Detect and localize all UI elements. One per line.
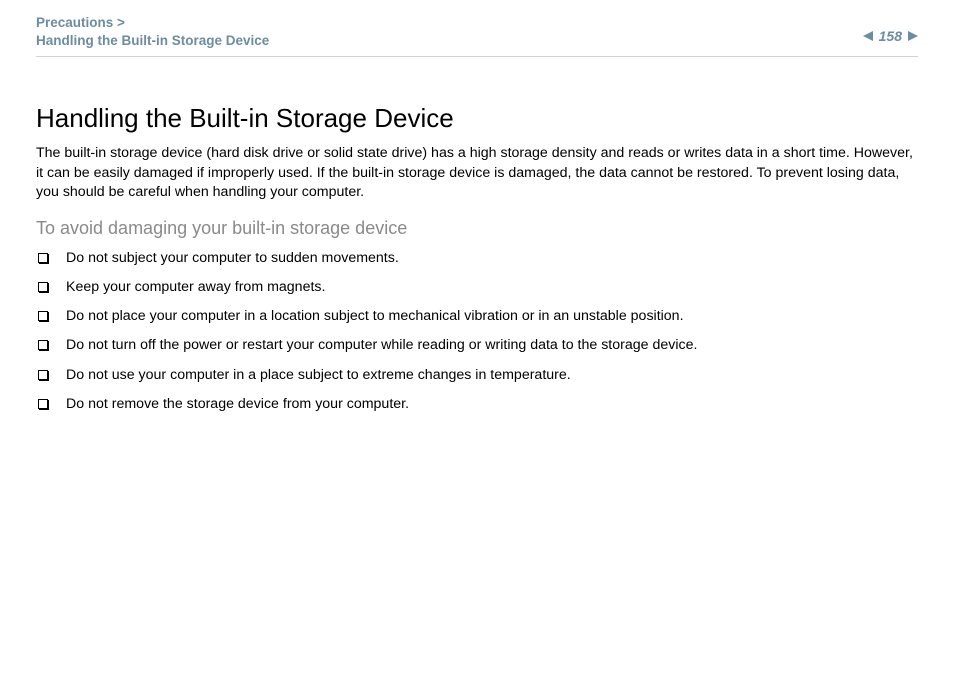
list-item-text: Do not remove the storage device from yo… xyxy=(66,395,409,414)
breadcrumb: Precautions > Handling the Built-in Stor… xyxy=(36,14,269,50)
list-item: Do not place your computer in a location… xyxy=(36,307,918,326)
prev-page-icon[interactable] xyxy=(863,31,873,41)
bullet-icon xyxy=(38,282,48,292)
list-item: Do not remove the storage device from yo… xyxy=(36,395,918,414)
list-item-text: Keep your computer away from magnets. xyxy=(66,278,325,297)
breadcrumb-page[interactable]: Handling the Built-in Storage Device xyxy=(36,32,269,50)
bullet-list: Do not subject your computer to sudden m… xyxy=(36,249,918,414)
bullet-icon xyxy=(38,370,48,380)
list-item: Do not turn off the power or restart you… xyxy=(36,336,918,355)
bullet-icon xyxy=(38,253,48,263)
list-item-text: Do not place your computer in a location… xyxy=(66,307,684,326)
list-item-text: Do not subject your computer to sudden m… xyxy=(66,249,399,268)
bullet-icon xyxy=(38,311,48,321)
list-item: Keep your computer away from magnets. xyxy=(36,278,918,297)
list-item: Do not use your computer in a place subj… xyxy=(36,366,918,385)
list-item: Do not subject your computer to sudden m… xyxy=(36,249,918,268)
intro-paragraph: The built-in storage device (hard disk d… xyxy=(36,144,918,202)
bullet-icon xyxy=(38,340,48,350)
list-item-text: Do not use your computer in a place subj… xyxy=(66,366,571,385)
page-content: Handling the Built-in Storage Device The… xyxy=(36,57,918,414)
page-header: Precautions > Handling the Built-in Stor… xyxy=(36,14,918,57)
list-item-text: Do not turn off the power or restart you… xyxy=(66,336,697,355)
bullet-icon xyxy=(38,399,48,409)
page-number: 158 xyxy=(879,28,902,44)
section-subhead: To avoid damaging your built-in storage … xyxy=(36,218,918,239)
breadcrumb-section[interactable]: Precautions > xyxy=(36,14,269,32)
page-number-nav: 158 xyxy=(863,28,918,44)
page-title: Handling the Built-in Storage Device xyxy=(36,103,918,134)
next-page-icon[interactable] xyxy=(908,31,918,41)
document-page: Precautions > Handling the Built-in Stor… xyxy=(0,0,954,674)
